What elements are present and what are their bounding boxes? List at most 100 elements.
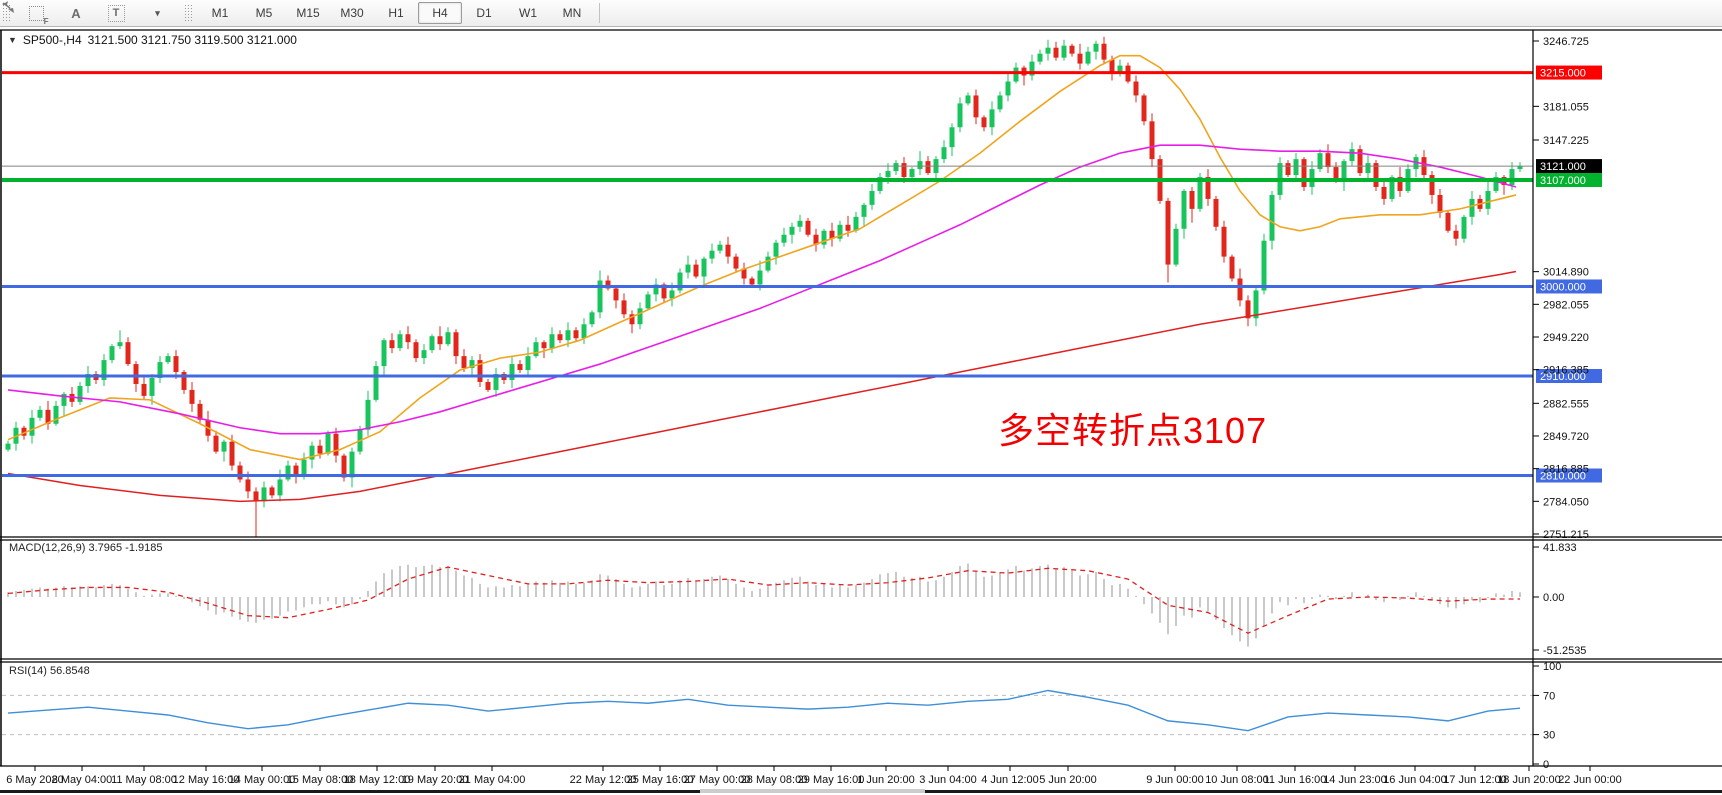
- timeframe-button-H4[interactable]: H4: [418, 2, 462, 24]
- candle-body: [1445, 212, 1451, 231]
- candle-body: [1437, 194, 1443, 213]
- candle-body: [1485, 190, 1491, 209]
- price-tag-label: 2810.000: [1540, 470, 1586, 482]
- rsi-axis-tick-label: 30: [1543, 730, 1555, 742]
- candle-body: [1141, 95, 1147, 122]
- candle-body: [989, 109, 995, 128]
- candle-body: [853, 216, 859, 231]
- horizontal-scrollbar-thumb[interactable]: [700, 789, 925, 793]
- candle-body: [285, 465, 291, 480]
- timeframe-button-W1[interactable]: W1: [519, 6, 537, 20]
- time-axis-label: 25 May 16:00: [627, 774, 694, 786]
- toolbar-drag-handle[interactable]: [2, 4, 12, 22]
- candle-body: [1133, 81, 1139, 96]
- candle-body: [621, 300, 627, 315]
- candle-body: [421, 350, 427, 359]
- candle-body: [373, 366, 379, 400]
- candle-body: [1357, 149, 1363, 174]
- time-axis-label: 4 Jun 12:00: [981, 774, 1039, 786]
- text-box-button[interactable]: T: [96, 2, 136, 24]
- shapes-grid-button[interactable]: F: [16, 2, 56, 26]
- arrows-tool-button[interactable]: ▾: [2, 1, 176, 24]
- candle-body: [1381, 186, 1387, 199]
- timeframe-button-D1[interactable]: D1: [476, 6, 492, 20]
- candle-body: [885, 171, 891, 178]
- price-axis-tick-label: 2751.215: [1543, 529, 1589, 541]
- candle-body: [605, 280, 611, 289]
- candle-body: [397, 334, 403, 349]
- timeframe-button-MN[interactable]: MN: [562, 6, 582, 20]
- timeframe-button-M1[interactable]: M1: [211, 6, 229, 20]
- candle-body: [149, 377, 155, 396]
- candle-body: [1341, 161, 1347, 182]
- candle-body: [909, 169, 915, 178]
- chart-dropdown-icon[interactable]: ▼: [8, 35, 17, 45]
- candle-body: [1509, 169, 1515, 185]
- candle-body: [341, 455, 347, 478]
- candle-body: [413, 342, 419, 359]
- rsi-axis-tick-label: 100: [1543, 661, 1561, 673]
- time-axis-label: 17 Jun 12:00: [1443, 774, 1507, 786]
- candle-body: [1197, 177, 1203, 209]
- rsi-axis-tick-label: 70: [1543, 690, 1555, 702]
- letter-a-icon: A: [71, 5, 81, 21]
- candle-body: [637, 308, 643, 325]
- text-label-button[interactable]: A: [56, 2, 96, 24]
- price-axis-tick-label: 3014.890: [1543, 267, 1589, 279]
- candle-body: [1269, 194, 1275, 241]
- candle-body: [1229, 256, 1235, 279]
- time-axis-label: 11 May 08:00: [111, 774, 177, 786]
- candle-body: [821, 230, 827, 245]
- candle-body: [709, 250, 715, 259]
- timeframe-button-M30[interactable]: M30: [340, 6, 364, 20]
- candle-body: [597, 280, 603, 313]
- candle-body: [173, 356, 179, 373]
- timeframe-buttons: M1 M5 M15 M30 H1 H4 D1 W1 MN: [198, 2, 594, 24]
- price-tag-bg: [1536, 159, 1602, 174]
- price-tag-bg: [1536, 369, 1602, 384]
- chart-annotation-text: 多空转折点3107: [998, 410, 1268, 451]
- timeframe-button-M5[interactable]: M5: [255, 6, 273, 20]
- candle-body: [1053, 47, 1059, 58]
- candle-body: [333, 433, 339, 456]
- timeframe-drag-handle[interactable]: [184, 4, 194, 22]
- time-axis-label: 19 May 20:00: [402, 774, 469, 786]
- time-axis-label: 12 May 16:00: [173, 774, 240, 786]
- time-axis-label: 14 May 00:00: [229, 774, 296, 786]
- symbol-period-label: SP500-,H4: [22, 33, 82, 47]
- candle-body: [1365, 163, 1371, 174]
- time-axis-label: 18 Jun 20:00: [1497, 774, 1561, 786]
- time-axis-label: 22 Jun 00:00: [1558, 774, 1622, 786]
- candle-body: [1453, 230, 1459, 239]
- macd-axis-tick-label: 41.833: [1543, 542, 1577, 554]
- candle-body: [781, 234, 787, 243]
- time-axis-label: 10 Jun 08:00: [1205, 774, 1269, 786]
- candle-body: [613, 288, 619, 301]
- candle-body: [237, 465, 243, 480]
- ma-mid-magenta: [7, 144, 1517, 435]
- candle-body: [725, 244, 731, 257]
- candle-body: [693, 264, 699, 277]
- candle-body: [733, 256, 739, 269]
- candle-body: [181, 372, 187, 390]
- candle-body: [1429, 175, 1435, 195]
- rsi-line: [7, 689, 1521, 732]
- candle-body: [1069, 45, 1075, 54]
- candle-body: [5, 443, 11, 450]
- candle-body: [381, 340, 387, 367]
- price-tag-label: 3215.000: [1540, 68, 1586, 80]
- candle-body: [877, 177, 883, 191]
- candle-body: [253, 491, 259, 502]
- candle-body: [1085, 51, 1091, 64]
- candle-body: [189, 389, 195, 404]
- timeframe-button-M15[interactable]: M15: [296, 6, 320, 20]
- timeframe-button-H1[interactable]: H1: [388, 6, 404, 20]
- time-axis-label: 1 Jun 20:00: [857, 774, 915, 786]
- candle-body: [565, 330, 571, 341]
- candle-body: [1325, 153, 1331, 168]
- letter-t-icon: T: [107, 4, 125, 22]
- candle-body: [717, 244, 723, 251]
- candle-body: [437, 336, 443, 345]
- candle-body: [1301, 159, 1307, 187]
